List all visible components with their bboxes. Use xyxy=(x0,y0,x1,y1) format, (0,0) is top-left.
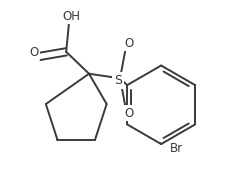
Text: OH: OH xyxy=(63,10,81,23)
Text: O: O xyxy=(125,107,134,119)
Text: O: O xyxy=(30,46,39,59)
Text: Br: Br xyxy=(170,142,183,155)
Text: S: S xyxy=(114,74,122,87)
Text: O: O xyxy=(125,37,134,50)
